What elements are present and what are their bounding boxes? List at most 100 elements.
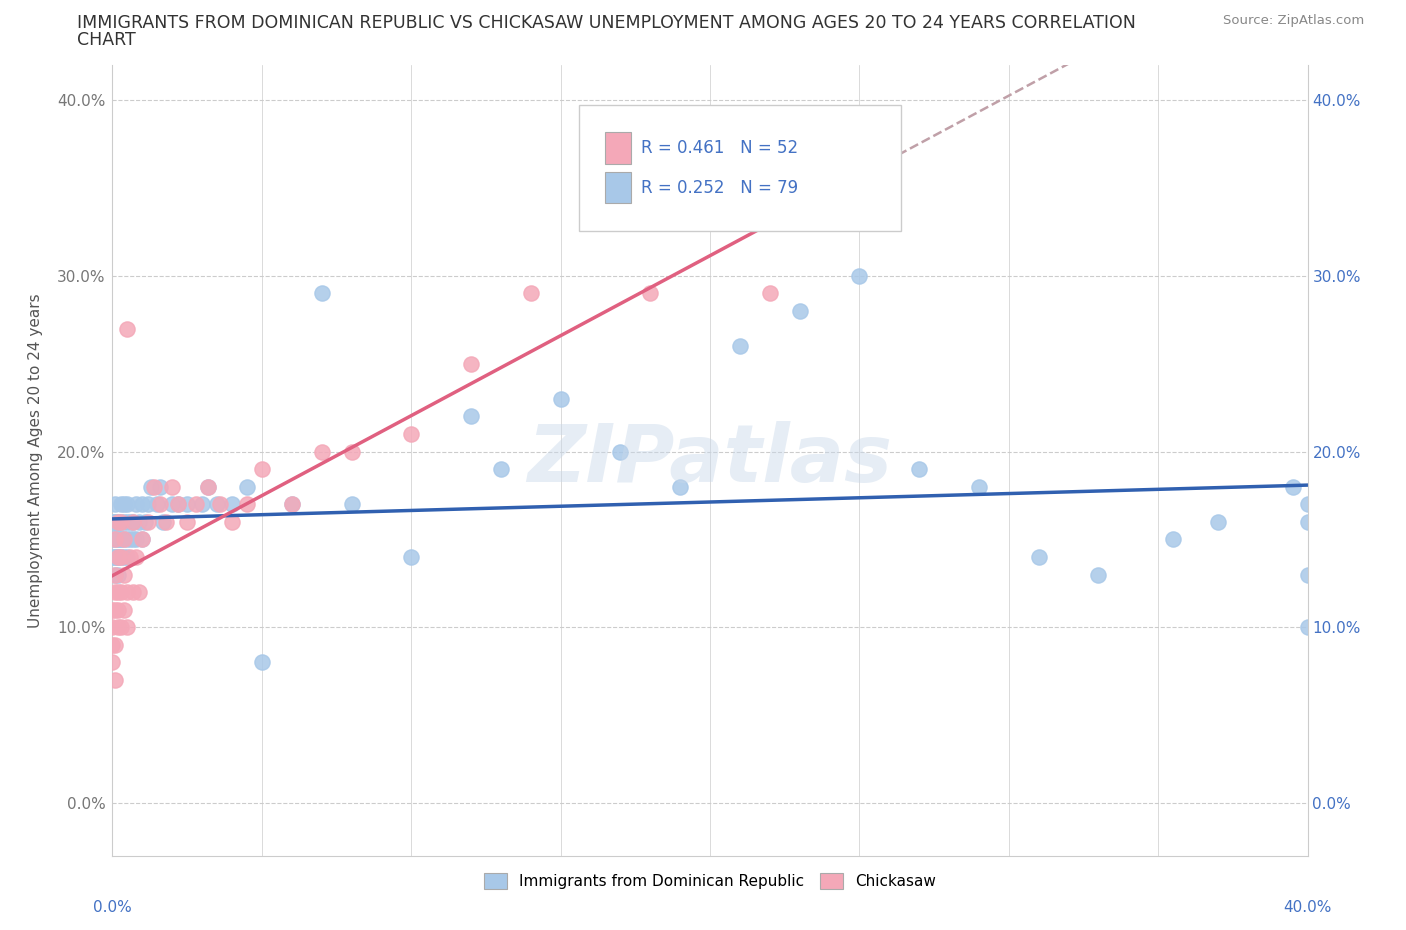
Point [669,479,692,494]
Point [117,619,139,634]
Point [110,514,132,529]
Point [107,532,129,547]
Point [117,585,139,600]
Point [281,497,304,512]
Point [401,550,423,565]
Point [155,514,177,529]
Text: R = 0.461   N = 52: R = 0.461 N = 52 [641,140,797,157]
Point [191,497,214,512]
Point [114,532,135,547]
Point [167,497,190,512]
Point [122,585,145,600]
FancyBboxPatch shape [579,105,901,232]
Point [128,585,150,600]
Point [489,461,512,476]
Point [104,672,127,687]
Point [143,479,166,494]
Point [221,514,243,529]
Point [125,550,148,565]
Point [122,514,145,529]
Point [104,514,127,529]
Point [110,514,132,529]
Point [1206,514,1229,529]
Point [236,497,259,512]
Point [107,585,129,600]
Point [104,532,127,547]
Text: ZIPatlas: ZIPatlas [527,421,893,499]
Point [117,514,139,529]
Point [104,514,127,529]
Point [114,532,135,547]
Point [340,445,363,459]
Point [1296,514,1319,529]
Text: 0.0%: 0.0% [93,899,132,914]
Point [460,409,482,424]
Point [146,497,169,512]
Point [186,497,208,512]
Point [120,532,142,547]
Point [114,497,135,512]
Point [789,303,811,318]
Point [107,567,129,582]
Point [114,603,135,618]
Point [1087,567,1109,582]
Point [107,514,129,529]
Point [167,497,190,512]
Point [848,269,870,284]
Point [1296,619,1319,634]
Text: CHART: CHART [77,31,136,48]
Point [110,532,132,547]
Point [114,550,135,565]
Point [908,461,931,476]
Point [250,655,273,670]
Point [107,550,129,565]
Point [125,532,148,547]
Point [101,637,124,652]
Point [101,655,124,670]
Y-axis label: Unemployment Among Ages 20 to 24 years: Unemployment Among Ages 20 to 24 years [28,293,44,628]
Point [250,461,273,476]
Point [281,497,304,512]
Point [104,637,127,652]
Point [104,550,127,565]
Point [149,479,172,494]
Point [117,550,139,565]
Point [110,532,132,547]
Point [176,497,198,512]
Point [101,514,124,529]
Point [1296,497,1319,512]
Point [197,479,219,494]
Point [104,603,127,618]
Point [101,550,124,565]
Point [550,392,572,406]
Point [209,497,232,512]
Point [125,497,148,512]
Point [1296,567,1319,582]
Point [104,585,127,600]
Point [728,339,751,353]
Point [138,514,160,529]
Point [460,356,482,371]
Bar [605,132,631,164]
Point [107,550,129,565]
Point [101,619,124,634]
Point [101,532,124,547]
Point [197,479,219,494]
Point [640,286,662,301]
Text: IMMIGRANTS FROM DOMINICAN REPUBLIC VS CHICKASAW UNEMPLOYMENT AMONG AGES 20 TO 24: IMMIGRANTS FROM DOMINICAN REPUBLIC VS CH… [77,14,1136,32]
Text: 40.0%: 40.0% [1284,899,1331,914]
Point [104,532,127,547]
Point [128,514,150,529]
Point [122,532,145,547]
Point [401,427,423,442]
Point [107,514,129,529]
Point [104,532,127,547]
Point [520,286,543,301]
Point [131,497,153,512]
Point [114,514,135,529]
Point [149,497,172,512]
Point [131,532,153,547]
Point [311,286,333,301]
Point [1028,550,1050,565]
Point [107,550,129,565]
